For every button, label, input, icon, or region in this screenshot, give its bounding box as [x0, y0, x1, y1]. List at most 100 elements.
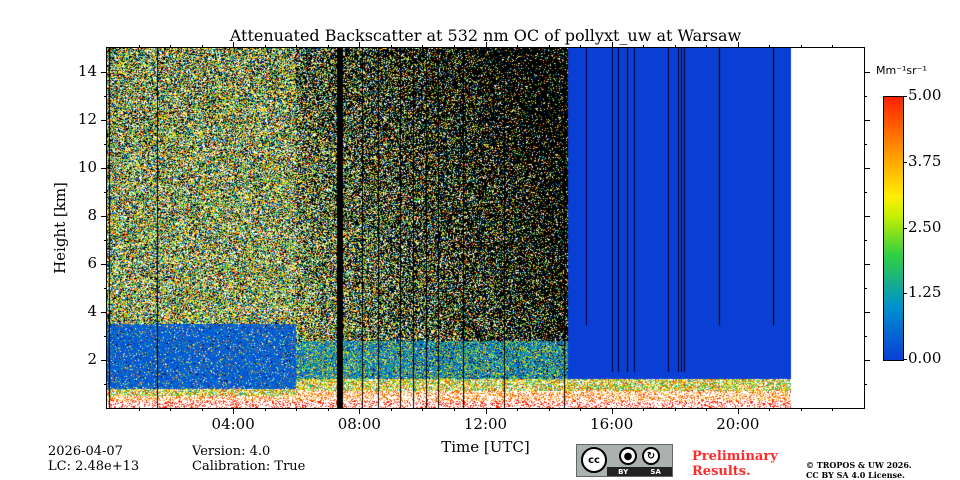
y-tick-right	[864, 312, 870, 313]
x-tick	[674, 408, 676, 411]
y-tick	[101, 264, 107, 265]
copyright: © TROPOS & UW 2026. CC BY SA 4.0 License…	[806, 460, 912, 480]
x-tick	[737, 408, 739, 414]
y-tick-label: 10	[77, 158, 97, 176]
y-tick-right	[864, 96, 867, 97]
y-tick-right	[864, 144, 867, 145]
meta-left: 2026-04-07 LC: 2.48e+13	[48, 444, 139, 474]
y-tick	[101, 120, 107, 121]
lidar-constant: LC: 2.48e+13	[48, 459, 140, 474]
y-tick-label: 2	[87, 350, 97, 368]
x-tick	[769, 408, 771, 411]
y-tick-label: 14	[77, 62, 97, 80]
meta-right: Version: 4.0 Calibration: True	[192, 444, 305, 474]
x-axis-label: Time [UTC]	[441, 438, 530, 456]
colorbar	[883, 96, 904, 361]
chart-title: Attenuated Backscatter at 532 nm OC of p…	[229, 26, 742, 45]
x-tick	[643, 408, 645, 411]
x-tick-top	[485, 42, 487, 48]
colorbar-tick	[903, 293, 907, 295]
y-tick	[101, 72, 107, 73]
x-tick	[170, 408, 172, 411]
y-tick-right	[864, 336, 867, 337]
x-tick-top	[832, 45, 834, 48]
x-tick	[327, 408, 329, 411]
x-tick	[359, 408, 361, 414]
colorbar-tick	[903, 227, 907, 229]
x-tick-top	[422, 45, 424, 48]
x-tick	[296, 408, 298, 411]
colorbar-tick-label: 1.25	[908, 283, 942, 302]
colorbar-tick-label: 2.50	[908, 217, 942, 236]
colorbar-tick-label: 3.75	[908, 151, 942, 170]
x-tick	[422, 408, 424, 411]
y-tick	[101, 360, 107, 361]
x-tick-label: 04:00	[211, 415, 255, 433]
cc-badge-bar: BY SA	[607, 467, 672, 476]
calibration-text: Calibration: True	[192, 459, 306, 474]
x-tick-top	[706, 45, 708, 48]
y-tick-right	[864, 120, 870, 121]
x-tick-top	[233, 42, 235, 48]
version-text: Version: 4.0	[192, 444, 271, 459]
x-tick-top	[580, 45, 582, 48]
x-tick-label: 12:00	[463, 415, 508, 433]
y-tick	[104, 288, 107, 289]
y-tick	[104, 96, 107, 97]
x-tick	[548, 408, 550, 411]
y-tick	[101, 168, 107, 169]
plot-area	[106, 47, 865, 409]
x-tick-top	[138, 45, 140, 48]
y-tick-right	[864, 264, 870, 265]
colorbar-tick	[903, 161, 907, 163]
x-tick	[832, 408, 834, 411]
y-tick-label: 6	[87, 254, 97, 272]
x-tick-top	[769, 45, 771, 48]
x-tick-top	[201, 45, 203, 48]
y-tick-right	[864, 240, 867, 241]
x-tick	[138, 408, 140, 411]
cc-icon: cc	[581, 447, 607, 473]
sa-label: SA	[650, 467, 661, 476]
x-tick-top	[517, 45, 519, 48]
x-tick	[706, 408, 708, 411]
y-tick-right	[864, 360, 870, 361]
x-tick	[390, 408, 392, 411]
y-tick-right	[864, 216, 870, 217]
y-tick-right	[864, 72, 870, 73]
y-tick	[104, 144, 107, 145]
x-tick-label: 20:00	[716, 415, 760, 433]
y-tick-right	[864, 384, 867, 385]
x-tick	[201, 408, 203, 411]
colorbar-tick	[903, 96, 907, 97]
x-tick-label: 16:00	[590, 415, 634, 433]
y-tick-label: 8	[87, 206, 97, 224]
x-tick-top	[359, 42, 361, 48]
x-tick-top	[170, 45, 172, 48]
y-tick	[101, 216, 107, 217]
colorbar-tick-label: 5.00	[908, 86, 942, 104]
copyright-line-2: CC BY SA 4.0 License.	[806, 470, 905, 480]
date-text: 2026-04-07	[48, 444, 123, 459]
sa-share-icon: ↻	[642, 447, 660, 465]
y-tick-label: 4	[87, 302, 97, 320]
y-tick	[104, 192, 107, 193]
x-tick-top	[453, 45, 455, 48]
x-tick-top	[737, 42, 739, 48]
y-tick-right	[864, 288, 867, 289]
x-tick-top	[800, 45, 802, 48]
x-tick	[611, 408, 613, 414]
y-tick-right	[864, 192, 867, 193]
x-tick-label: 08:00	[337, 415, 381, 433]
x-tick-top	[264, 45, 266, 48]
y-tick	[101, 312, 107, 313]
x-tick-top	[674, 45, 676, 48]
colorbar-unit: Mm⁻¹sr⁻¹	[876, 64, 927, 77]
x-tick-top	[327, 45, 329, 48]
backscatter-heatmap	[107, 48, 864, 408]
preliminary-line-1: Preliminary	[692, 449, 778, 464]
x-tick	[580, 408, 582, 411]
preliminary-results: Preliminary Results.	[692, 449, 778, 479]
x-tick-top	[296, 45, 298, 48]
